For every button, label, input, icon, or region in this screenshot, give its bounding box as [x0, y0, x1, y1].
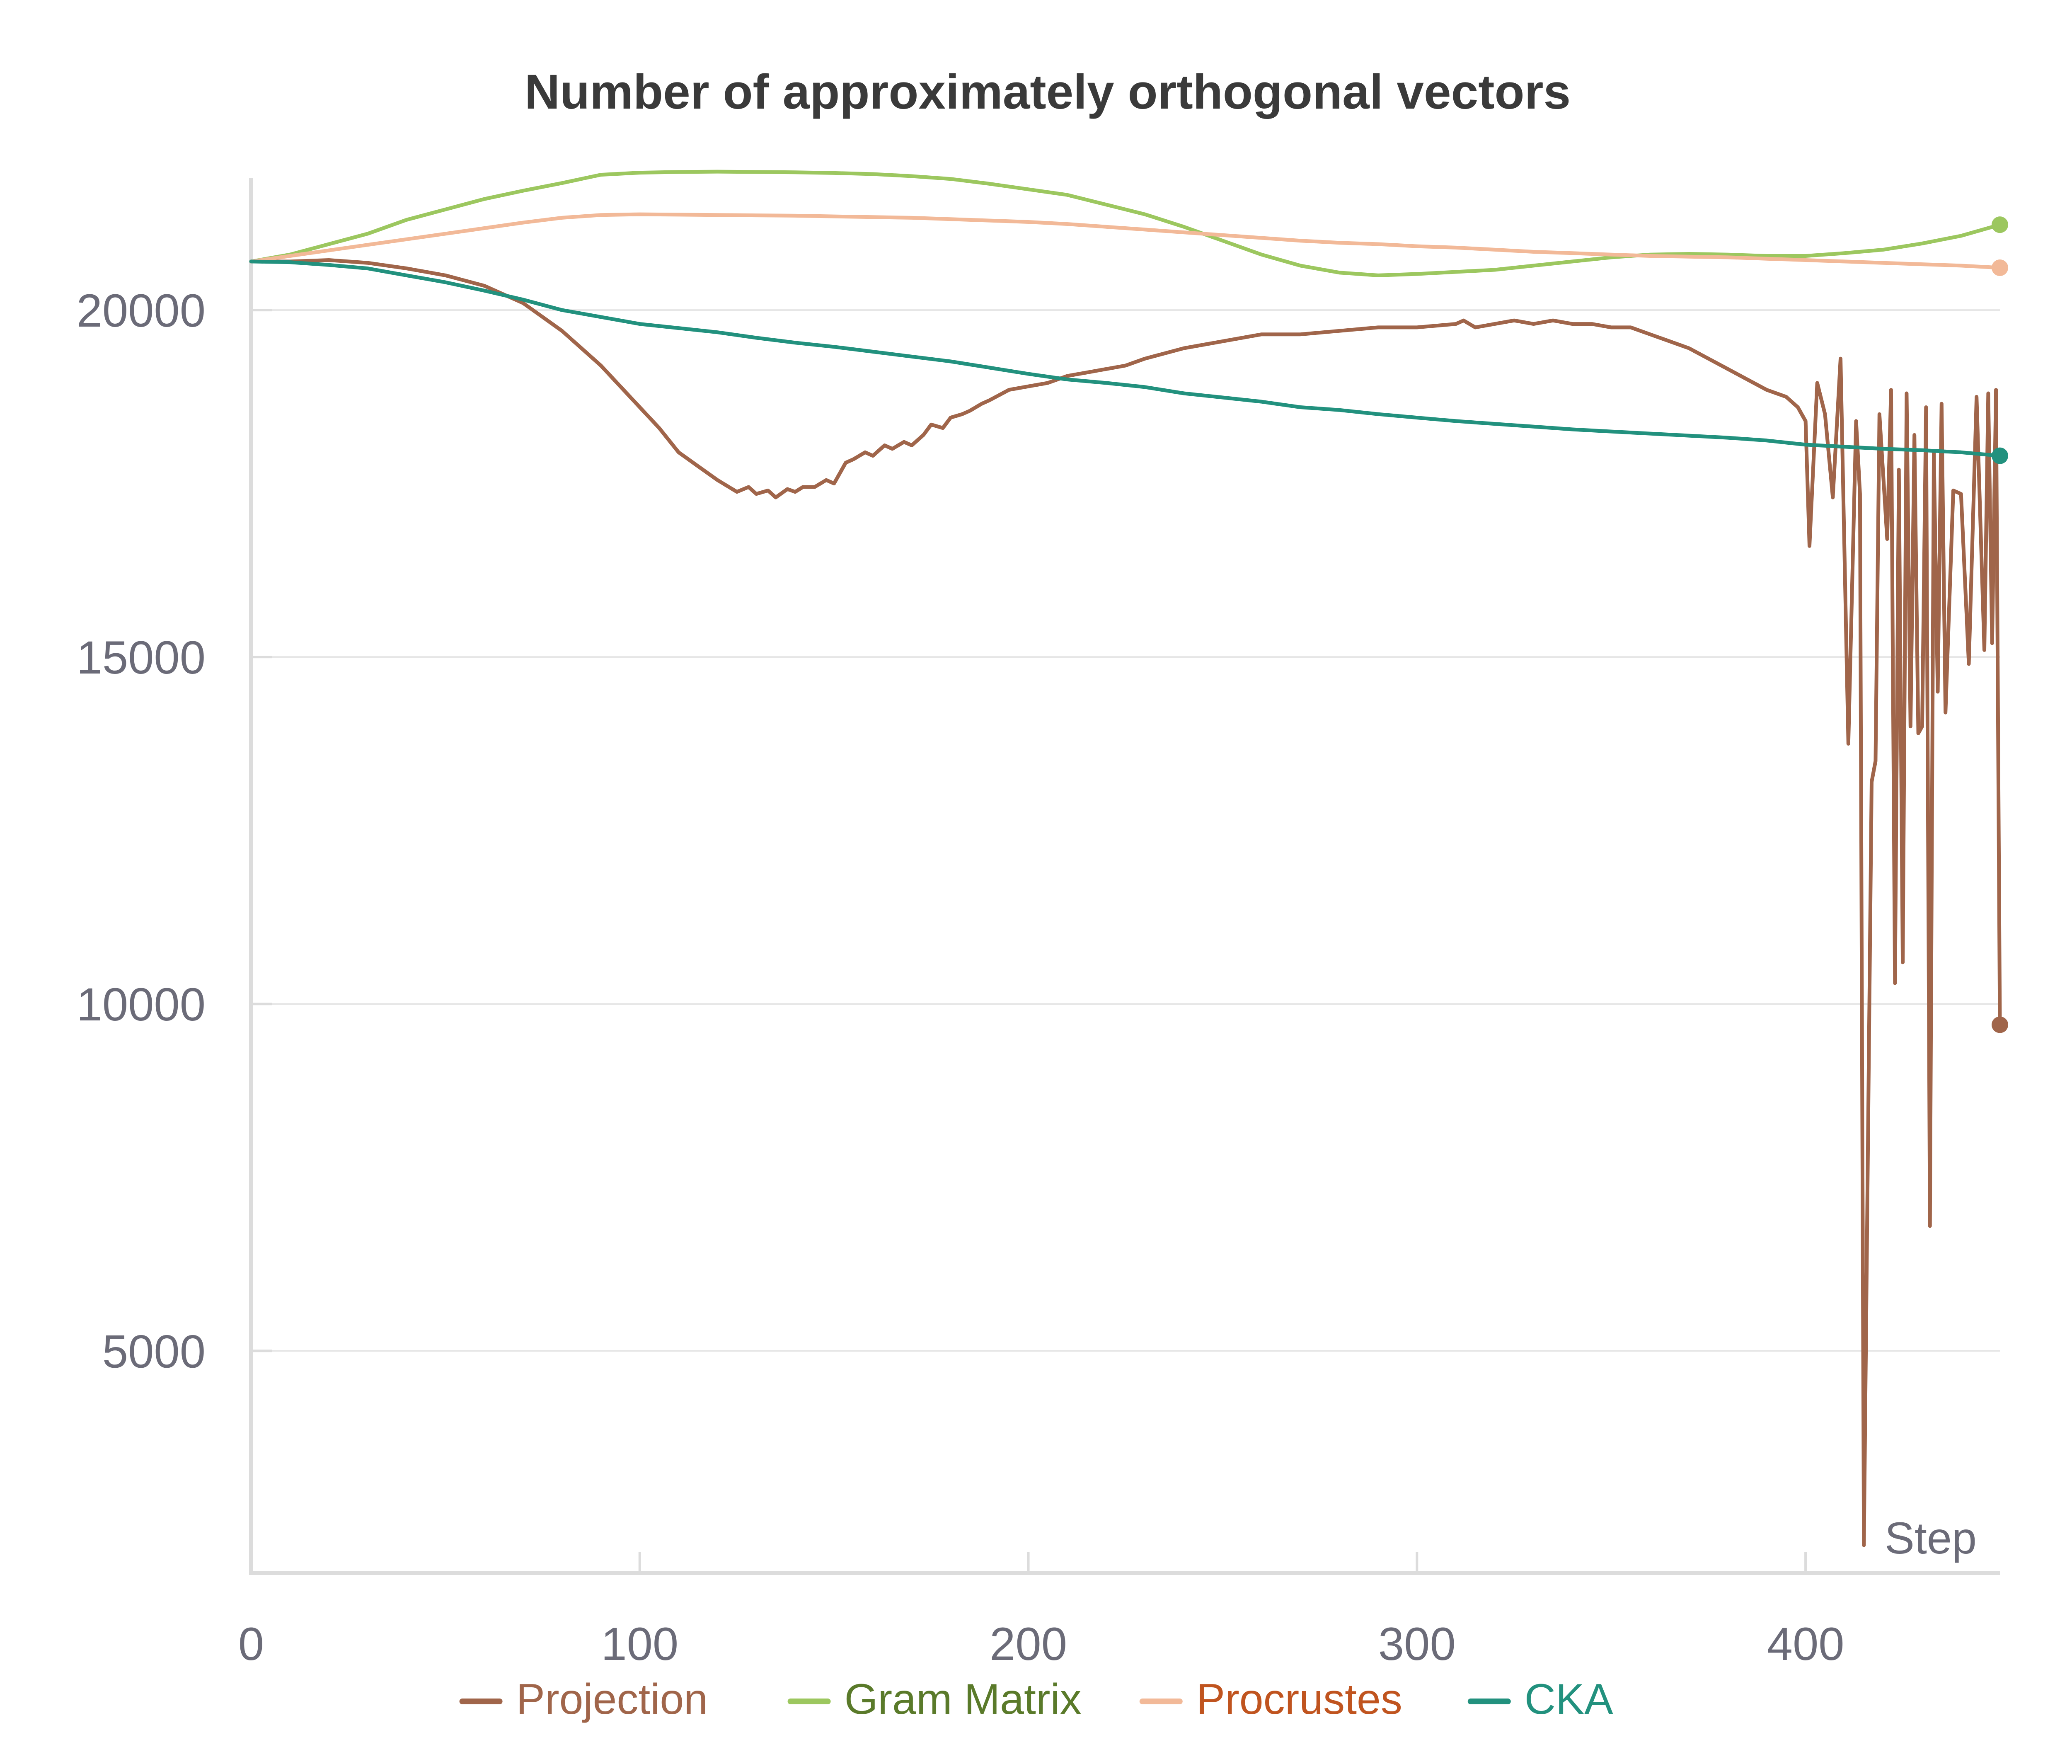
x-tick-label: 400 — [1767, 1618, 1844, 1670]
axes — [249, 178, 2000, 1575]
legend-item-projection[interactable]: Projection — [459, 1675, 708, 1723]
legend-label: Procrustes — [1196, 1675, 1402, 1723]
legend: Projection Gram Matrix Procrustes CKA — [459, 1675, 1613, 1723]
series-end-marker-gram-matrix — [1992, 216, 2008, 233]
x-tick-label: 0 — [238, 1618, 264, 1670]
series-end-marker-procrustes — [1992, 259, 2008, 276]
chart-title: Number of approximately orthogonal vecto… — [525, 65, 1571, 119]
y-tick-label: 20000 — [77, 285, 206, 337]
series-line-gram-matrix — [249, 170, 2002, 277]
legend-item-gram-matrix[interactable]: Gram Matrix — [787, 1675, 1082, 1723]
y-tick-label: 15000 — [77, 632, 206, 683]
x-axis-label: Step — [1885, 1513, 1977, 1563]
series-line-projection — [249, 258, 2002, 1547]
series-end-marker-projection — [1992, 1016, 2008, 1033]
y-tick-label: 5000 — [102, 1325, 206, 1377]
legend-label: Projection — [516, 1675, 708, 1723]
tick-labels: 5000 10000 15000 20000 0 100 200 300 400 — [77, 285, 1844, 1670]
x-tick-label: 300 — [1378, 1618, 1456, 1670]
legend-item-procrustes[interactable]: Procrustes — [1139, 1675, 1402, 1723]
x-tick-label: 200 — [990, 1618, 1067, 1670]
series-line-procrustes — [249, 212, 2002, 270]
x-tick-label: 100 — [601, 1618, 678, 1670]
series-end-marker-cka — [1992, 447, 2008, 464]
gridlines — [251, 309, 2000, 1352]
legend-label: CKA — [1525, 1675, 1613, 1723]
legend-label: Gram Matrix — [845, 1675, 1082, 1723]
series-layer — [249, 170, 2008, 1547]
y-tick-label: 10000 — [77, 979, 206, 1030]
series-line-cka — [249, 259, 2002, 458]
legend-item-cka[interactable]: CKA — [1467, 1675, 1613, 1723]
